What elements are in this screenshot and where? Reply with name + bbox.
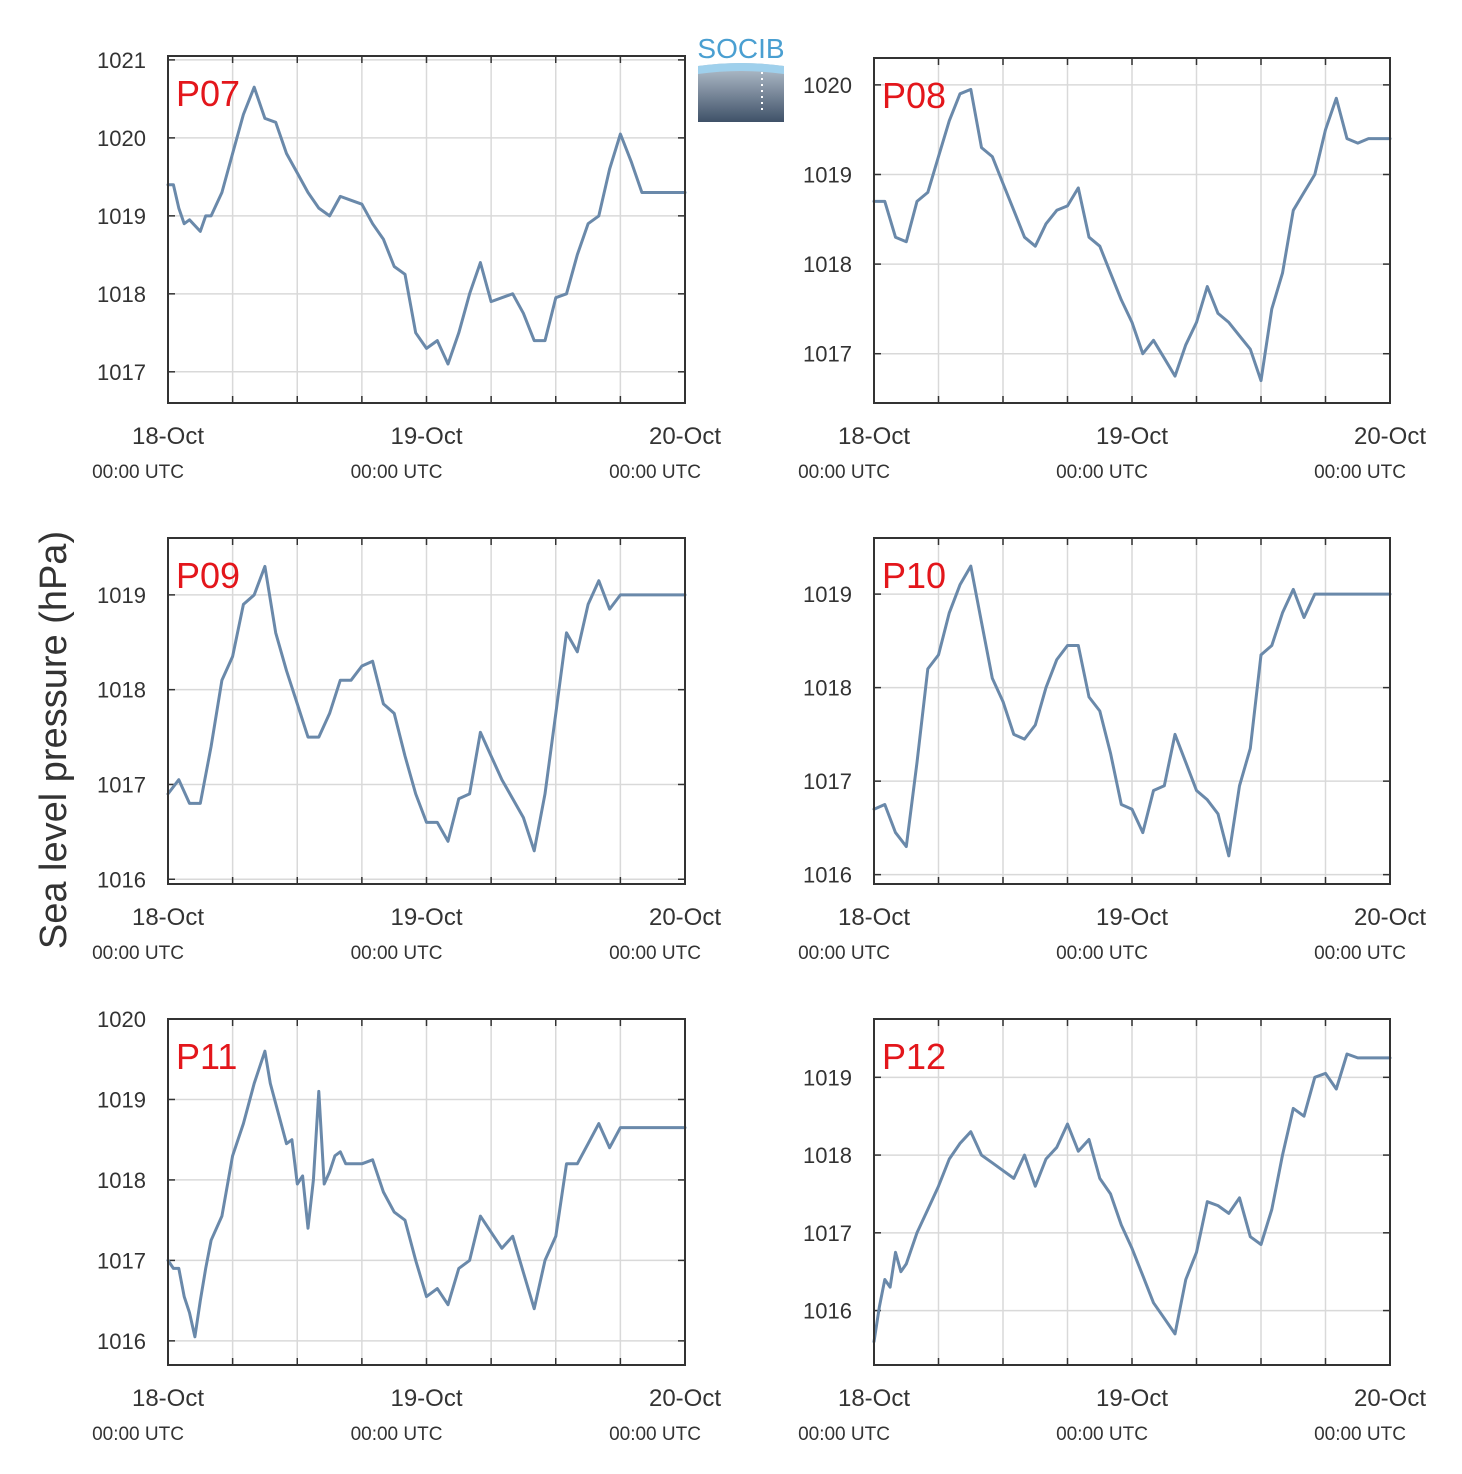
y-tick-label: 1019 bbox=[97, 1087, 146, 1112]
x-tick-day-label: 19-Oct bbox=[390, 423, 462, 450]
x-tick-day-label: 20-Oct bbox=[1354, 904, 1426, 931]
plot-frame bbox=[873, 1018, 1391, 1366]
y-tick-label: 1019 bbox=[803, 162, 852, 187]
panel-p07: 1017 1018 1019 1020 1021 P07 18-Oct 00:00 UTC 19… bbox=[92, 48, 721, 483]
series-line bbox=[872, 87, 1392, 383]
x-tick-time-label: 00:00 UTC bbox=[92, 462, 184, 483]
x-tick-time-label: 00:00 UTC bbox=[609, 1424, 701, 1445]
y-tick-label: 1017 bbox=[803, 342, 852, 367]
x-tick-time-label: 00:00 UTC bbox=[798, 1424, 890, 1445]
station-label: P12 bbox=[882, 1036, 946, 1077]
plot-frame bbox=[873, 537, 1391, 885]
y-tick-label: 1017 bbox=[97, 772, 146, 797]
station-label: P07 bbox=[176, 73, 240, 114]
x-tick-time-label: 00:00 UTC bbox=[1056, 943, 1148, 964]
y-tick-label: 1021 bbox=[97, 48, 146, 73]
x-tick-time-label: 00:00 UTC bbox=[92, 943, 184, 964]
x-tick-time-label: 00:00 UTC bbox=[351, 1424, 443, 1445]
x-tick-time-label: 00:00 UTC bbox=[1314, 943, 1406, 964]
x-tick-day-label: 20-Oct bbox=[649, 904, 721, 931]
x-tick-day-label: 18-Oct bbox=[132, 1385, 204, 1412]
x-tick-day-label: 20-Oct bbox=[649, 423, 721, 450]
x-tick-time-label: 00:00 UTC bbox=[1056, 1424, 1148, 1445]
x-tick-day-label: 18-Oct bbox=[132, 904, 204, 931]
x-tick-day-label: 19-Oct bbox=[1096, 904, 1168, 931]
x-tick-day-label: 19-Oct bbox=[390, 1385, 462, 1412]
series-line bbox=[872, 1052, 1392, 1344]
x-tick-time-label: 00:00 UTC bbox=[1314, 462, 1406, 483]
y-tick-label: 1016 bbox=[803, 863, 852, 888]
series-line bbox=[166, 1049, 687, 1339]
y-tick-label: 1017 bbox=[803, 769, 852, 794]
socib-logo-text: SOCIB bbox=[697, 33, 784, 64]
x-tick-day-label: 18-Oct bbox=[838, 423, 910, 450]
x-tick-day-label: 18-Oct bbox=[132, 423, 204, 450]
plot-frame bbox=[167, 55, 686, 404]
x-tick-time-label: 00:00 UTC bbox=[351, 462, 443, 483]
series-line bbox=[166, 85, 687, 366]
x-tick-day-label: 20-Oct bbox=[1354, 1385, 1426, 1412]
panel-p10: 1016 1017 1018 1019 P10 18-Oct 00:00 UTC 19-Oct… bbox=[798, 537, 1426, 964]
panel-p09: 1016 1017 1018 1019 P09 18-Oct 00:00 UTC 19-Oct… bbox=[92, 537, 721, 964]
panel-p08: 1017 1018 1019 1020 P08 18-Oct 00:00 UTC 19-Oct… bbox=[798, 57, 1426, 483]
y-tick-label: 1020 bbox=[97, 1007, 146, 1032]
x-tick-day-label: 19-Oct bbox=[1096, 1385, 1168, 1412]
x-tick-time-label: 00:00 UTC bbox=[351, 943, 443, 964]
plot-frame bbox=[167, 1018, 686, 1366]
series-line bbox=[872, 564, 1392, 858]
y-tick-label: 1019 bbox=[803, 1065, 852, 1090]
x-tick-time-label: 00:00 UTC bbox=[609, 943, 701, 964]
y-tick-label: 1016 bbox=[97, 1329, 146, 1354]
x-tick-time-label: 00:00 UTC bbox=[1056, 462, 1148, 483]
x-tick-day-label: 19-Oct bbox=[390, 904, 462, 931]
plot-frame bbox=[873, 57, 1391, 404]
panel-p11: 1016 1017 1018 1019 1020 P11 18-Oct 00:00 UTC 19… bbox=[92, 1007, 721, 1445]
y-tick-label: 1017 bbox=[803, 1221, 852, 1246]
socib-logo: SOCIB bbox=[697, 33, 785, 122]
y-tick-label: 1019 bbox=[97, 583, 146, 608]
x-tick-day-label: 20-Oct bbox=[649, 1385, 721, 1412]
x-tick-day-label: 18-Oct bbox=[838, 904, 910, 931]
x-tick-time-label: 00:00 UTC bbox=[92, 1424, 184, 1445]
y-tick-label: 1017 bbox=[97, 360, 146, 385]
x-tick-time-label: 00:00 UTC bbox=[1314, 1424, 1406, 1445]
y-tick-label: 1020 bbox=[97, 126, 146, 151]
y-tick-label: 1018 bbox=[803, 1143, 852, 1168]
station-label: P09 bbox=[176, 555, 240, 596]
x-tick-day-label: 18-Oct bbox=[838, 1385, 910, 1412]
x-tick-time-label: 00:00 UTC bbox=[798, 462, 890, 483]
x-tick-time-label: 00:00 UTC bbox=[798, 943, 890, 964]
y-tick-label: 1018 bbox=[97, 1168, 146, 1193]
station-label: P11 bbox=[176, 1036, 237, 1077]
y-axis-label: Sea level pressure (hPa) bbox=[33, 531, 75, 949]
y-tick-label: 1018 bbox=[803, 252, 852, 277]
y-tick-label: 1018 bbox=[803, 676, 852, 701]
x-tick-day-label: 19-Oct bbox=[1096, 423, 1168, 450]
y-tick-label: 1016 bbox=[803, 1299, 852, 1324]
x-tick-day-label: 20-Oct bbox=[1354, 423, 1426, 450]
y-tick-label: 1020 bbox=[803, 73, 852, 98]
y-tick-label: 1019 bbox=[97, 204, 146, 229]
y-tick-label: 1017 bbox=[97, 1248, 146, 1273]
series-line bbox=[166, 564, 687, 853]
panel-p12: 1016 1017 1018 1019 P12 18-Oct 00:00 UTC 19-Oct… bbox=[798, 1018, 1426, 1445]
y-tick-label: 1016 bbox=[97, 867, 146, 892]
y-tick-label: 1018 bbox=[97, 282, 146, 307]
y-tick-label: 1018 bbox=[97, 678, 146, 703]
station-label: P08 bbox=[882, 75, 946, 116]
y-tick-label: 1019 bbox=[803, 582, 852, 607]
x-tick-time-label: 00:00 UTC bbox=[609, 462, 701, 483]
plot-frame bbox=[167, 537, 686, 885]
station-label: P10 bbox=[882, 555, 946, 596]
